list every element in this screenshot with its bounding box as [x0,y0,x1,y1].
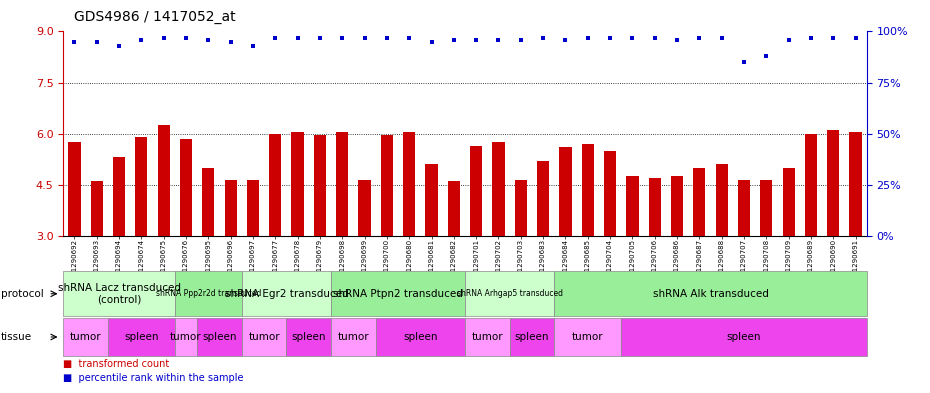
Bar [425,164,438,236]
Bar [242,318,286,356]
Bar [470,145,483,236]
Bar [331,271,465,316]
Bar [380,135,393,236]
Bar [537,161,550,236]
Bar [621,318,867,356]
Text: tumor: tumor [70,332,101,342]
Bar [514,180,527,236]
Text: tumor: tumor [248,332,280,342]
Text: shRNA Ppp2r2d transduced: shRNA Ppp2r2d transduced [155,289,261,298]
Text: tumor: tumor [338,332,369,342]
Text: tumor: tumor [170,332,202,342]
Text: shRNA Ptpn2 transduced: shRNA Ptpn2 transduced [333,289,463,299]
Text: ■  transformed count: ■ transformed count [63,360,169,369]
Text: spleen: spleen [291,332,326,342]
Bar [135,137,148,236]
Bar [447,181,460,236]
Bar [313,135,326,236]
Bar [465,271,554,316]
Bar [108,318,175,356]
Bar [179,139,193,236]
Bar [269,134,282,236]
Bar [376,318,465,356]
Text: spleen: spleen [514,332,550,342]
Text: spleen: spleen [124,332,159,342]
Bar [246,180,259,236]
Bar [827,130,840,236]
Bar [559,147,572,236]
Bar [648,178,661,236]
Bar [197,318,242,356]
Bar [671,176,684,236]
Bar [63,318,108,356]
Bar [358,180,371,236]
Bar [331,318,376,356]
Bar [224,180,237,236]
Bar [175,271,242,316]
Bar [291,132,304,236]
Bar [760,180,773,236]
Text: tumor: tumor [572,332,604,342]
Bar [336,132,349,236]
Bar [202,168,215,236]
Bar [175,318,197,356]
Text: shRNA Alk transduced: shRNA Alk transduced [653,289,768,299]
Bar [554,271,867,316]
Bar [604,151,617,236]
Text: spleen: spleen [726,332,762,342]
Text: shRNA Lacz transduced
(control): shRNA Lacz transduced (control) [58,283,180,305]
Text: ■  percentile rank within the sample: ■ percentile rank within the sample [63,373,244,383]
Bar [804,134,817,236]
Bar [626,176,639,236]
Text: GDS4986 / 1417052_at: GDS4986 / 1417052_at [74,10,236,24]
Text: spleen: spleen [403,332,438,342]
Bar [113,158,126,236]
Text: tissue: tissue [1,332,32,342]
Bar [63,271,175,316]
Bar [510,318,554,356]
Bar [465,318,510,356]
Bar [782,168,795,236]
Bar [554,318,621,356]
Text: shRNA Arhgap5 transduced: shRNA Arhgap5 transduced [457,289,563,298]
Bar [242,271,331,316]
Text: shRNA Egr2 transduced: shRNA Egr2 transduced [224,289,349,299]
Bar [492,142,505,236]
Bar [715,164,728,236]
Bar [693,168,706,236]
Text: spleen: spleen [202,332,237,342]
Bar [581,144,594,236]
Bar [849,132,862,236]
Text: tumor: tumor [472,332,503,342]
Bar [90,181,103,236]
Bar [68,142,81,236]
Text: protocol: protocol [1,289,44,299]
Bar [403,132,416,236]
Bar [286,318,331,356]
Bar [157,125,170,236]
Bar [737,180,751,236]
